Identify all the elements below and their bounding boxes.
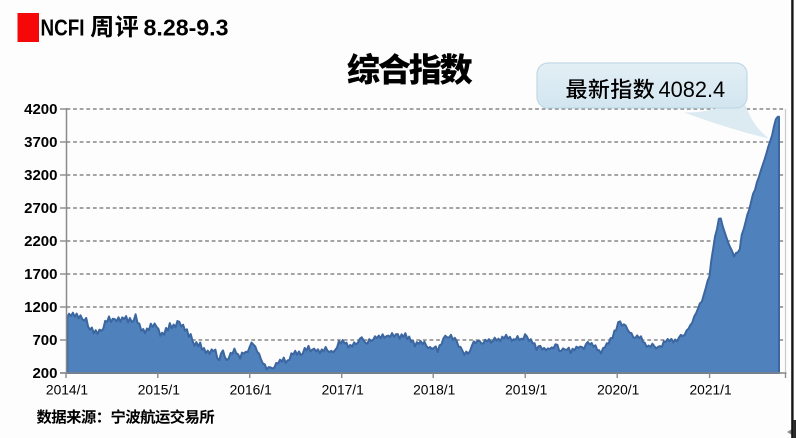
- svg-text:2014/1: 2014/1: [46, 383, 88, 398]
- svg-text:2020/1: 2020/1: [597, 383, 639, 398]
- svg-text:4200: 4200: [24, 101, 57, 118]
- svg-text:2016/1: 2016/1: [230, 383, 272, 398]
- svg-text:700: 700: [32, 332, 57, 349]
- svg-text:2018/1: 2018/1: [413, 383, 455, 398]
- svg-text:1700: 1700: [24, 266, 57, 283]
- svg-text:2015/1: 2015/1: [138, 383, 180, 398]
- svg-text:2021/1: 2021/1: [689, 383, 731, 398]
- svg-text:NCFI: NCFI: [41, 14, 85, 40]
- svg-text:2700: 2700: [24, 200, 57, 217]
- svg-text:2017/1: 2017/1: [322, 383, 364, 398]
- svg-text:3700: 3700: [24, 134, 57, 151]
- svg-text:1200: 1200: [24, 299, 57, 316]
- svg-text:200: 200: [32, 365, 57, 382]
- svg-text:3200: 3200: [24, 167, 57, 184]
- svg-text:2200: 2200: [24, 233, 57, 250]
- svg-text:8.28-9.3: 8.28-9.3: [144, 14, 229, 40]
- svg-text:2019/1: 2019/1: [505, 383, 547, 398]
- svg-text:4082.4: 4082.4: [659, 77, 726, 102]
